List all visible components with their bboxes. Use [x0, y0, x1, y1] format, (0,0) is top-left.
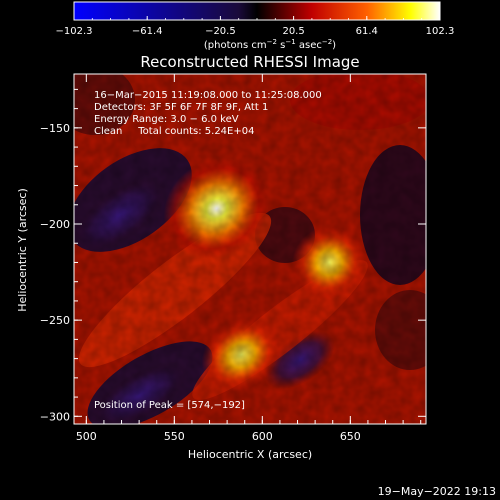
colorbar-tick-label: −102.3	[55, 26, 92, 37]
annotation-block: 16−Mar−2015 11:19:08.000 to 11:25:08.000…	[94, 90, 322, 137]
colorbar-gradient	[73, 1, 441, 21]
y-axis-label: Heliocentric Y (arcsec)	[16, 188, 29, 312]
colorbar-tick-label: 61.4	[356, 26, 378, 37]
colorbar-tick-label: −61.4	[132, 26, 163, 37]
colorbar-units: (photons cm−2 s−1 asec−2)	[204, 38, 336, 51]
colorbar-tick-label: 20.5	[282, 26, 304, 37]
plot-frame	[73, 73, 427, 425]
x-tick-label: 550	[164, 430, 185, 443]
annotation-line: Energy Range: 3.0 − 6.0 keV	[94, 114, 239, 125]
annotation-line: 16−Mar−2015 11:19:08.000 to 11:25:08.000	[94, 90, 322, 101]
y-tick-label: −250	[40, 314, 70, 327]
y-tick-label: −300	[40, 410, 70, 423]
peak-position-label: Position of Peak = [574,−192]	[94, 400, 245, 411]
x-tick-label: 500	[76, 430, 97, 443]
timestamp: 19−May−2022 19:13	[378, 485, 496, 498]
axis-ticks: 500 550 600 650 −150 −200 −250 −300	[40, 74, 426, 443]
x-tick-label: 600	[252, 430, 273, 443]
colorbar-tick-label: 102.3	[426, 26, 455, 37]
colorbar-ticks: −102.3 −61.4 −20.5 20.5 61.4 102.3	[55, 16, 454, 37]
annotation-line: Detectors: 3F 5F 6F 7F 8F 9F, Att 1	[94, 102, 268, 113]
colorbar: −102.3 −61.4 −20.5 20.5 61.4 102.3 (photons c…	[55, 1, 454, 51]
y-tick-label: −150	[40, 122, 70, 135]
x-axis-label: Heliocentric X (arcsec)	[188, 448, 312, 461]
heatmap-image	[74, 74, 426, 424]
colorbar-tick-label: −20.5	[205, 26, 236, 37]
annotation-line: Clean Total counts: 5.24E+04	[94, 126, 254, 137]
chart-title: Reconstructed RHESSI Image	[140, 53, 359, 71]
x-tick-label: 650	[340, 430, 361, 443]
y-tick-label: −200	[40, 218, 70, 231]
